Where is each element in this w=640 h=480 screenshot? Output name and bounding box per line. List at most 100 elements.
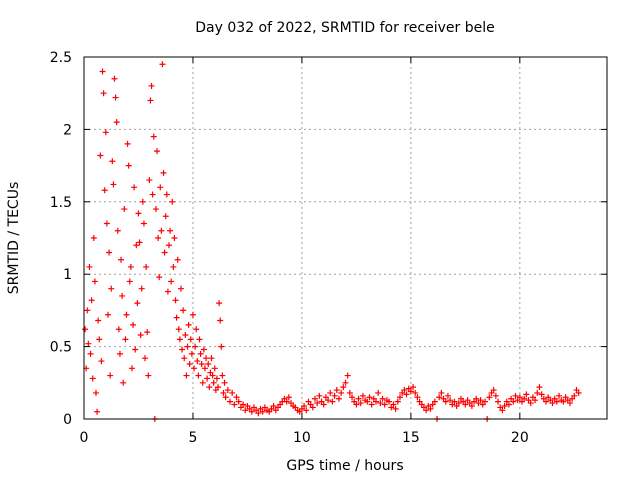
data-point [283, 398, 290, 405]
x-axis: 0 5 10 15 20 [80, 57, 529, 446]
data-point [110, 181, 117, 188]
data-point [170, 263, 177, 270]
data-point [125, 162, 132, 169]
data-point [192, 343, 199, 350]
data-point [542, 398, 549, 405]
data-point [227, 398, 234, 405]
data-point [338, 389, 345, 396]
data-point [311, 395, 318, 402]
data-point [142, 355, 149, 362]
x-axis-label: GPS time / hours [286, 458, 403, 474]
x-tick-label: 0 [80, 430, 89, 446]
data-point [109, 158, 116, 165]
data-point [147, 97, 154, 104]
data-point [173, 314, 180, 321]
data-point [194, 358, 201, 365]
data-point [88, 297, 95, 304]
data-point [130, 321, 137, 328]
data-point [442, 398, 449, 405]
data-point [96, 336, 103, 343]
x-tick-label: 15 [402, 430, 420, 446]
data-point [486, 394, 493, 401]
data-point [137, 332, 144, 339]
data-point [165, 242, 172, 249]
data-point [157, 184, 164, 191]
data-point [468, 402, 475, 409]
data-point [217, 317, 224, 324]
data-point [329, 398, 336, 405]
data-point [101, 187, 108, 194]
y-tick-label: 0.5 [50, 340, 72, 356]
data-point [259, 408, 266, 415]
data-point [242, 407, 249, 414]
data-point [169, 198, 176, 205]
data-point [492, 392, 499, 399]
data-point [431, 398, 438, 405]
data-point [403, 391, 410, 398]
data-point [128, 365, 135, 372]
data-point [164, 288, 171, 295]
data-point [139, 198, 146, 205]
data-point [538, 391, 545, 398]
data-point [188, 350, 195, 357]
data-point [107, 372, 114, 379]
data-point [455, 400, 462, 407]
data-point [499, 407, 506, 414]
data-point [206, 384, 213, 391]
data-point [477, 397, 484, 404]
data-point [222, 394, 229, 401]
data-point [218, 343, 225, 350]
data-point [316, 392, 323, 399]
data-point [505, 401, 512, 408]
data-point [510, 398, 517, 405]
data-point [144, 329, 151, 336]
data-point [423, 407, 430, 414]
data-point [490, 387, 497, 394]
data-point [95, 317, 102, 324]
data-point [333, 387, 340, 394]
data-point [211, 365, 218, 372]
data-point [523, 391, 530, 398]
data-point [462, 401, 469, 408]
data-point [396, 394, 403, 401]
data-point [98, 358, 105, 365]
data-point [204, 375, 211, 382]
data-point [134, 300, 141, 307]
chart-title: Day 032 of 2022, SRMTID for receiver bel… [195, 20, 494, 36]
data-point [451, 398, 458, 405]
plot-frame [83, 56, 608, 420]
data-point [447, 397, 454, 404]
data-point [112, 94, 119, 101]
data-point [120, 379, 127, 386]
data-point [516, 394, 523, 401]
data-point [189, 311, 196, 318]
data-point [186, 360, 193, 367]
data-point [179, 346, 186, 353]
data-point [270, 402, 277, 409]
data-point [216, 300, 223, 307]
data-point [213, 375, 220, 382]
data-point [113, 119, 120, 126]
data-point [149, 191, 156, 198]
data-point [200, 346, 207, 353]
data-point [210, 379, 217, 386]
data-point [201, 365, 208, 372]
data-point [401, 387, 408, 394]
data-point [198, 360, 205, 367]
y-tick-label: 0 [63, 412, 72, 428]
data-point [183, 372, 190, 379]
data-point [248, 408, 255, 415]
data-point [97, 152, 104, 159]
data-point [414, 394, 421, 401]
data-point [115, 326, 122, 333]
data-point [373, 398, 380, 405]
data-point [90, 235, 97, 241]
data-point [357, 400, 364, 407]
data-point [219, 372, 226, 379]
data-point [154, 148, 161, 155]
data-point [100, 90, 107, 97]
data-point [560, 398, 567, 405]
data-point [116, 350, 123, 357]
y-tick-label: 2 [63, 122, 72, 138]
data-point [235, 398, 242, 405]
